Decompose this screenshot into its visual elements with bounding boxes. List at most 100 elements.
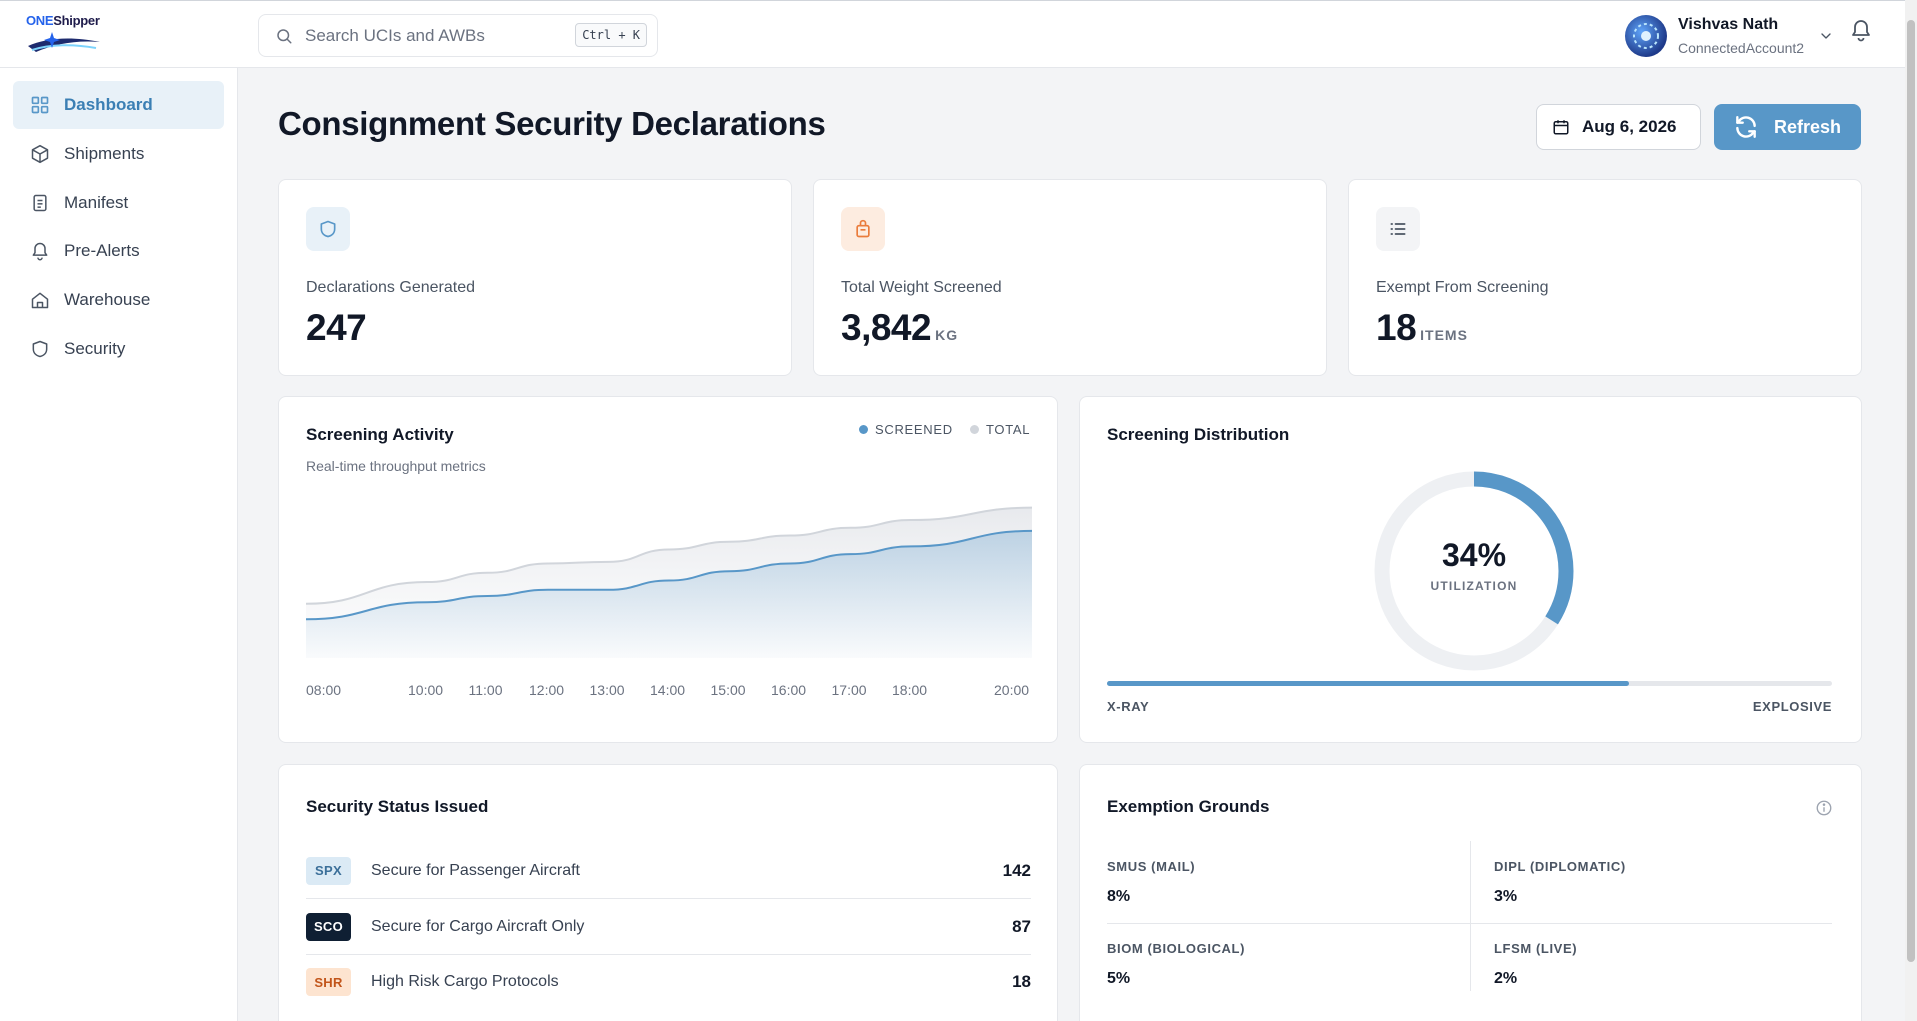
stat-card-declarations: Declarations Generated 247 xyxy=(278,179,792,376)
status-label: Secure for Cargo Aircraft Only xyxy=(371,917,585,935)
status-label: Secure for Passenger Aircraft xyxy=(371,861,580,879)
search-input[interactable] xyxy=(305,25,565,46)
info-icon[interactable] xyxy=(1815,799,1833,817)
brand-logo[interactable]: ONEShipper xyxy=(26,13,106,57)
card-title: Exemption Grounds xyxy=(1107,797,1270,816)
exemption-value: 2% xyxy=(1494,970,1518,987)
status-count: 87 xyxy=(1012,916,1031,936)
explosive-label: EXPLOSIVE xyxy=(1752,699,1832,714)
sidebar-item-label: Security xyxy=(64,339,126,358)
date-label: Aug 6, 2026 xyxy=(1582,117,1677,136)
box-icon xyxy=(29,143,51,165)
user-menu[interactable]: Vishvas Nath ConnectedAccount2 xyxy=(1625,14,1804,58)
sidebar-item-label: Dashboard xyxy=(64,95,153,114)
exemption-value: 3% xyxy=(1494,888,1518,905)
screening-activity-chart xyxy=(306,506,1032,658)
stat-unit: KG xyxy=(935,327,959,343)
scrollbar-thumb[interactable] xyxy=(1907,20,1915,962)
page-scrollbar[interactable] xyxy=(1905,0,1917,1021)
date-picker-button[interactable]: Aug 6, 2026 xyxy=(1536,104,1701,150)
x-tick-label: 18:00 xyxy=(892,682,928,698)
distribution-bar xyxy=(1107,681,1832,686)
xray-label: X-RAY xyxy=(1107,699,1150,714)
utilization-value: 34% xyxy=(1441,537,1507,573)
x-tick-label: 13:00 xyxy=(589,682,625,698)
card-subtitle: Real-time throughput metrics xyxy=(306,458,486,474)
exemption-label: SMUS (MAIL) xyxy=(1107,859,1196,874)
page-title: Consignment Security Declarations xyxy=(278,105,826,142)
screening-activity-card: Screening Activity Real-time throughput … xyxy=(278,396,1058,743)
search-bar[interactable]: Ctrl + K xyxy=(258,14,658,57)
exemption-cell-dipl: DIPL (DIPLOMATIC) 3% xyxy=(1494,859,1626,906)
brand-wordmark: ONEShipper xyxy=(26,13,100,28)
status-count: 142 xyxy=(1002,860,1031,880)
sidebar-item-dashboard[interactable]: Dashboard xyxy=(13,81,224,129)
status-row-sco[interactable]: SCO Secure for Cargo Aircraft Only 87 xyxy=(306,899,1031,955)
exemption-label: LFSM (LIVE) xyxy=(1494,941,1578,956)
user-name: Vishvas Nath xyxy=(1678,16,1779,33)
legend-dot xyxy=(970,425,979,434)
status-badge: SCO xyxy=(306,912,351,941)
sidebar-item-label: Warehouse xyxy=(64,290,151,309)
calendar-icon xyxy=(1553,120,1569,135)
x-tick-label: 17:00 xyxy=(831,682,867,698)
top-bar: ONEShipper Ctrl + K Vishvas Nath Connect… xyxy=(0,0,1905,68)
legend-item-total: TOTAL xyxy=(970,422,1030,437)
exemption-label: DIPL (DIPLOMATIC) xyxy=(1494,859,1626,874)
security-status-card: Security Status Issued SPX Secure for Pa… xyxy=(278,764,1058,1021)
stat-card-exempt: Exempt From Screening 18 ITEMS xyxy=(1348,179,1862,376)
stat-label: Declarations Generated xyxy=(306,279,475,296)
x-tick-label: 08:00 xyxy=(306,682,342,698)
series-line-screened xyxy=(306,529,1032,621)
legend-dot xyxy=(859,425,868,434)
home-icon xyxy=(29,289,51,311)
plane-swoosh-icon xyxy=(28,32,100,52)
notifications-bell-icon[interactable] xyxy=(1849,18,1873,44)
shield-icon xyxy=(29,338,51,360)
x-tick-label: 15:00 xyxy=(710,682,746,698)
x-tick-label: 11:00 xyxy=(468,682,503,698)
user-account: ConnectedAccount2 xyxy=(1678,40,1805,56)
card-title: Security Status Issued xyxy=(306,797,489,816)
status-label: High Risk Cargo Protocols xyxy=(371,973,559,990)
x-tick-label: 20:00 xyxy=(994,682,1030,698)
stat-value: 18 ITEMS xyxy=(1376,307,1468,348)
sidebar-item-pre-alerts[interactable]: Pre-Alerts xyxy=(13,227,224,275)
utilization-label: UTILIZATION xyxy=(1430,579,1518,593)
card-title: Screening Distribution xyxy=(1107,425,1290,444)
exemption-label: BIOM (BIOLOGICAL) xyxy=(1107,941,1246,956)
chevron-down-icon[interactable] xyxy=(1818,28,1834,44)
legend-item-screened: SCREENED xyxy=(859,422,953,437)
refresh-button[interactable]: Refresh xyxy=(1714,104,1861,150)
sidebar-item-shipments[interactable]: Shipments xyxy=(13,130,224,178)
status-badge: SHR xyxy=(306,968,351,996)
sidebar-item-label: Shipments xyxy=(64,144,145,163)
list-icon xyxy=(1376,207,1420,251)
x-tick-label: 12:00 xyxy=(529,682,565,698)
x-tick-label: 16:00 xyxy=(771,682,807,698)
avatar[interactable] xyxy=(1625,15,1667,57)
grid-divider-horizontal xyxy=(1107,923,1832,924)
exemption-cell-smus: SMUS (MAIL) 8% xyxy=(1107,859,1195,906)
exemption-cell-lfsm: LFSM (LIVE) 2% xyxy=(1494,941,1577,988)
distribution-bar-fill xyxy=(1107,681,1629,686)
sidebar-item-warehouse[interactable]: Warehouse xyxy=(13,276,224,324)
stat-card-weight: Total Weight Screened 3,842 KG xyxy=(813,179,1327,376)
exemption-cell-biom: BIOM (BIOLOGICAL) 5% xyxy=(1107,941,1245,988)
status-row-shr[interactable]: SHR High Risk Cargo Protocols 18 xyxy=(306,954,1031,1010)
stat-unit: ITEMS xyxy=(1420,327,1468,343)
screening-distribution-card: Screening Distribution 34% UTILIZATION X… xyxy=(1079,396,1862,743)
status-count: 18 xyxy=(1012,972,1031,991)
search-shortcut-hint: Ctrl + K xyxy=(575,23,647,47)
exemption-value: 8% xyxy=(1107,888,1131,905)
exemption-grounds-card: Exemption Grounds SMUS (MAIL) 8% DIPL (D… xyxy=(1079,764,1862,1021)
series-line-total xyxy=(306,506,1032,605)
sidebar-item-manifest[interactable]: Manifest xyxy=(13,179,224,227)
bag-icon xyxy=(841,207,885,251)
status-row-spx[interactable]: SPX Secure for Passenger Aircraft 142 xyxy=(306,843,1031,899)
sidebar-item-security[interactable]: Security xyxy=(13,325,224,373)
document-icon xyxy=(29,192,51,214)
sidebar: Dashboard Shipments Manifest Pre-Alerts … xyxy=(0,68,238,1021)
donut-arc-utilization xyxy=(1374,471,1574,671)
x-tick-label: 10:00 xyxy=(408,682,444,698)
